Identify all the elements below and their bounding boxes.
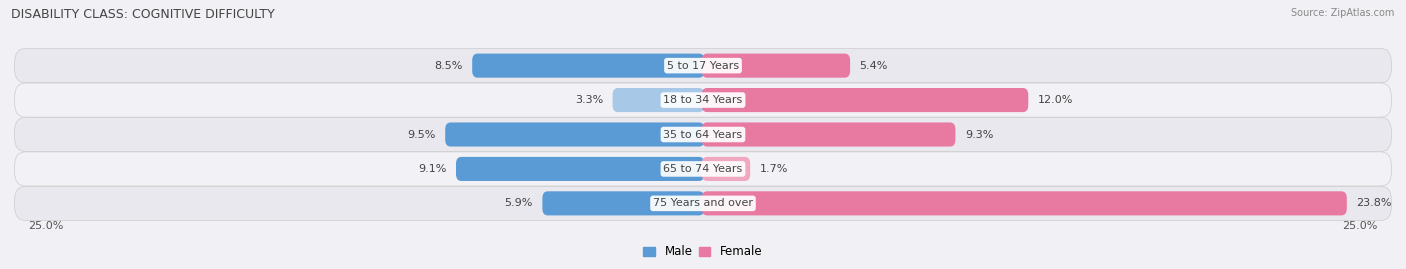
Text: 9.5%: 9.5% [408, 129, 436, 140]
Text: 12.0%: 12.0% [1038, 95, 1073, 105]
Legend: Male, Female: Male, Female [638, 240, 768, 263]
FancyBboxPatch shape [702, 122, 956, 147]
FancyBboxPatch shape [702, 191, 1347, 215]
Text: 9.1%: 9.1% [418, 164, 447, 174]
FancyBboxPatch shape [543, 191, 704, 215]
Text: 23.8%: 23.8% [1357, 198, 1392, 208]
Text: 65 to 74 Years: 65 to 74 Years [664, 164, 742, 174]
FancyBboxPatch shape [14, 186, 1392, 220]
FancyBboxPatch shape [14, 118, 1392, 151]
Text: 25.0%: 25.0% [28, 221, 63, 231]
Text: 18 to 34 Years: 18 to 34 Years [664, 95, 742, 105]
Text: 75 Years and over: 75 Years and over [652, 198, 754, 208]
FancyBboxPatch shape [14, 152, 1392, 186]
Text: DISABILITY CLASS: COGNITIVE DIFFICULTY: DISABILITY CLASS: COGNITIVE DIFFICULTY [11, 8, 276, 21]
Text: Source: ZipAtlas.com: Source: ZipAtlas.com [1291, 8, 1395, 18]
Text: 1.7%: 1.7% [759, 164, 789, 174]
Text: 9.3%: 9.3% [965, 129, 993, 140]
FancyBboxPatch shape [613, 88, 704, 112]
FancyBboxPatch shape [456, 157, 704, 181]
FancyBboxPatch shape [702, 88, 1028, 112]
FancyBboxPatch shape [446, 122, 704, 147]
Text: 8.5%: 8.5% [434, 61, 463, 71]
FancyBboxPatch shape [14, 83, 1392, 117]
Text: 35 to 64 Years: 35 to 64 Years [664, 129, 742, 140]
Text: 25.0%: 25.0% [1343, 221, 1378, 231]
FancyBboxPatch shape [702, 157, 751, 181]
Text: 3.3%: 3.3% [575, 95, 603, 105]
FancyBboxPatch shape [14, 49, 1392, 83]
Text: 5 to 17 Years: 5 to 17 Years [666, 61, 740, 71]
FancyBboxPatch shape [702, 54, 851, 78]
Text: 5.4%: 5.4% [859, 61, 889, 71]
FancyBboxPatch shape [472, 54, 704, 78]
Text: 5.9%: 5.9% [505, 198, 533, 208]
